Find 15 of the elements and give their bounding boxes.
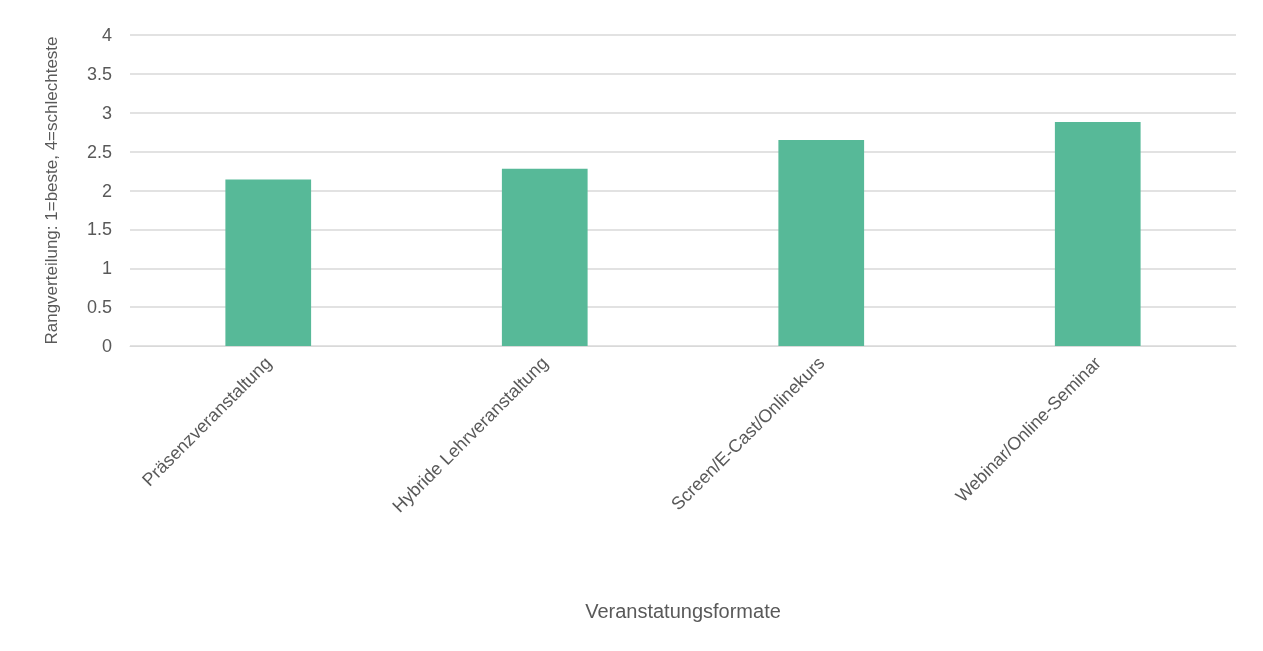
y-tick-label: 3.5	[86, 63, 112, 84]
y-tick-label: 2	[101, 180, 112, 201]
y-tick-label: 3	[101, 102, 112, 123]
bar	[778, 139, 865, 346]
bar	[225, 179, 312, 346]
y-tick-label: 1	[101, 258, 112, 279]
y-tick-label: 0	[101, 336, 112, 356]
y-axis-title: Rangverteilung: 1=beste, 4=schlechteste	[42, 36, 61, 345]
bar	[501, 168, 588, 346]
y-tick-label: 2.5	[86, 141, 112, 162]
y-tick-label: 0.5	[86, 297, 112, 318]
y-tick-label: 1.5	[86, 219, 112, 240]
x-axis-title: Veranstatungsformate	[585, 600, 781, 622]
y-tick-label: 4	[101, 25, 112, 45]
bar	[1054, 122, 1141, 346]
